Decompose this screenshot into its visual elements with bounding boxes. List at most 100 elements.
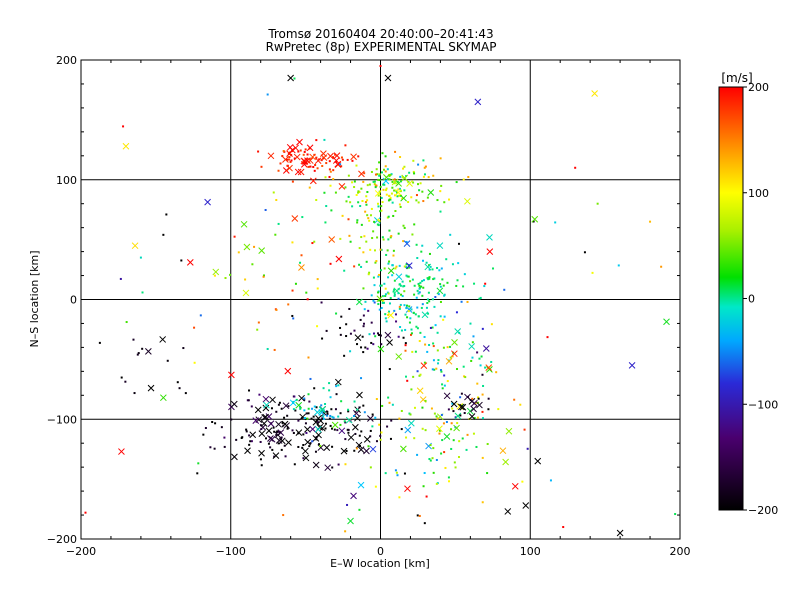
data-point-dot: [356, 343, 359, 346]
data-point-dot: [246, 399, 249, 402]
data-point-dot: [409, 333, 412, 336]
data-point-dot: [316, 167, 319, 170]
data-point-dot: [251, 263, 254, 266]
data-point-dot: [363, 308, 366, 311]
data-point-dot: [413, 172, 416, 175]
data-point-dot: [403, 304, 406, 307]
data-point-dot: [389, 437, 392, 440]
data-point-dot: [435, 415, 438, 418]
data-point-cross: [296, 138, 303, 146]
data-point-dot: [375, 168, 378, 171]
data-point-cross: [354, 334, 362, 341]
data-point-dot: [418, 514, 421, 517]
data-point-cross: [267, 420, 275, 428]
data-point-dot: [335, 385, 338, 388]
data-point-dot: [381, 236, 384, 239]
data-point-cross: [476, 401, 483, 409]
data-point-dot: [275, 434, 278, 437]
data-point-dot: [340, 400, 343, 403]
data-point-cross: [386, 339, 393, 346]
data-point-dot: [391, 201, 394, 204]
data-point-dot: [397, 232, 400, 235]
data-point-dot: [373, 180, 376, 183]
data-point-dot: [282, 150, 285, 153]
data-point-dot: [394, 313, 397, 316]
data-point-dot: [399, 303, 402, 306]
data-point-dot: [495, 371, 498, 374]
data-point-dot: [410, 308, 413, 311]
data-point-dot: [336, 429, 339, 432]
data-point-dot: [445, 258, 448, 261]
data-point-dot: [398, 203, 401, 206]
data-point-dot: [306, 298, 309, 301]
data-point-dot: [273, 455, 276, 458]
data-point-dot: [403, 472, 406, 475]
data-point-dot: [351, 181, 354, 184]
data-point-dot: [355, 447, 358, 450]
data-point-dot: [364, 201, 367, 204]
data-point-dot: [451, 407, 454, 410]
data-point-dot: [316, 325, 319, 328]
data-point-dot: [331, 466, 334, 469]
data-point-dot: [415, 194, 418, 197]
data-point-dot: [457, 242, 460, 245]
data-point-dot: [362, 322, 365, 325]
data-point-dot: [291, 429, 294, 432]
data-point-dot: [596, 202, 599, 205]
data-point-dot: [428, 457, 431, 460]
data-point-dot: [382, 299, 385, 302]
data-point-dot: [461, 437, 464, 440]
data-point-dot: [386, 249, 389, 252]
data-point-dot: [481, 410, 484, 413]
data-point-dot: [348, 307, 351, 310]
data-point-cross: [352, 423, 359, 431]
data-point-dot: [330, 209, 333, 212]
data-point-dot: [389, 236, 392, 239]
data-point-dot: [132, 338, 135, 341]
data-point-dot: [382, 301, 385, 304]
data-point-dot: [456, 422, 459, 425]
data-point-dot: [315, 139, 318, 142]
data-point-dot: [419, 281, 422, 284]
data-point-dot: [237, 251, 240, 254]
data-point-dot: [340, 165, 343, 168]
data-point-dot: [332, 169, 335, 172]
data-point-cross: [294, 168, 302, 176]
data-point-dot: [367, 309, 370, 312]
data-point-dot: [328, 175, 331, 178]
data-point-dot: [377, 333, 380, 336]
data-point-dot: [253, 245, 256, 248]
data-point-dot: [378, 273, 381, 276]
data-point-dot: [472, 432, 475, 435]
data-point-dot: [408, 171, 411, 174]
data-point-dot: [370, 341, 373, 344]
data-point-dot: [344, 463, 347, 466]
data-point-dot: [422, 485, 425, 488]
data-point-dot: [390, 235, 393, 238]
data-point-dot: [399, 156, 402, 159]
data-point-cross: [404, 485, 411, 493]
data-point-dot: [339, 163, 342, 166]
data-point-dot: [307, 165, 310, 168]
data-point-dot: [486, 472, 489, 475]
data-point-dot: [357, 201, 360, 204]
data-point-dot: [363, 411, 366, 414]
data-point-dot: [405, 436, 408, 439]
data-point-dot: [425, 306, 428, 309]
data-point-cross: [315, 431, 322, 439]
data-point-dot: [353, 329, 356, 332]
data-point-dot: [660, 265, 663, 268]
data-point-dot: [356, 221, 359, 224]
data-point-dot: [423, 335, 426, 338]
data-point-dot: [398, 194, 401, 197]
data-point-dot: [368, 219, 371, 222]
data-point-dot: [290, 159, 293, 162]
data-point-dot: [438, 432, 441, 435]
data-point-dot: [393, 309, 396, 312]
data-point-cross: [502, 458, 509, 466]
data-point-dot: [405, 274, 408, 277]
data-point-dot: [345, 449, 348, 452]
data-point-dot: [438, 429, 441, 432]
data-point-dot: [377, 218, 380, 221]
